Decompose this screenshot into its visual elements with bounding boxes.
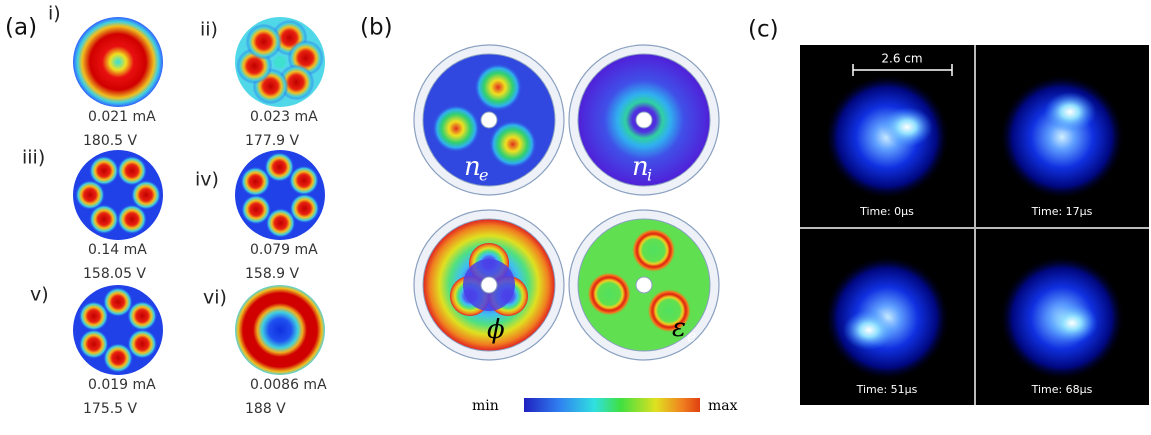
frame-time: Time: 51μs (856, 383, 918, 396)
blob (647, 288, 692, 333)
subscript: i (647, 166, 652, 185)
center-hole (635, 276, 653, 294)
blob (89, 204, 119, 235)
current: 0.14 mA (88, 242, 147, 258)
disk-group (432, 63, 537, 169)
blob (241, 194, 272, 225)
center-hole (480, 111, 498, 129)
panel-label: (b) (360, 15, 393, 41)
panel-label: (a) (5, 15, 37, 41)
mode-label: iv) (195, 169, 219, 191)
blob (117, 204, 147, 235)
blob (78, 329, 109, 360)
symbol: n (464, 152, 481, 182)
disk-group (78, 287, 158, 373)
blob (127, 300, 158, 331)
blob (102, 287, 133, 318)
subscript: e (479, 166, 488, 185)
blob (75, 180, 105, 210)
frame-time: Time: 0μs (859, 205, 914, 218)
colorbar (524, 398, 700, 412)
mode-label: vi) (203, 287, 227, 309)
disk-group (236, 19, 324, 105)
symbol: ϕ (487, 315, 505, 345)
mode-label: i) (48, 3, 61, 25)
frame-time: Time: 17μs (1031, 205, 1093, 218)
blob (89, 155, 119, 186)
plasma-spot (881, 107, 933, 147)
symbol: ε (672, 313, 686, 343)
plasma-spot (1044, 92, 1096, 132)
blob (474, 63, 523, 112)
center-spot (274, 56, 286, 68)
blob (264, 152, 295, 183)
blob (288, 165, 319, 196)
colorbar-min: min (472, 398, 499, 414)
blob (240, 166, 271, 197)
blob (127, 328, 158, 359)
center-hole (480, 276, 498, 294)
mode-label: ii) (200, 19, 218, 41)
plasma-spot (1046, 303, 1098, 343)
blob (488, 120, 537, 169)
mode-label: iii) (22, 147, 45, 169)
mode-map (235, 285, 325, 375)
center-hole (635, 111, 653, 129)
disk-group (75, 155, 161, 235)
mode-map (73, 17, 163, 107)
current: 0.021 mA (88, 109, 156, 125)
voltage: 188 V (245, 401, 286, 417)
blob (289, 193, 320, 224)
blob (117, 155, 147, 186)
plasma-spot (843, 310, 895, 350)
disk-group (240, 152, 320, 238)
blob (131, 180, 161, 210)
current: 0.0086 mA (250, 377, 327, 393)
blob (631, 228, 676, 273)
scale-label: 2.6 cm (881, 52, 922, 66)
blob (587, 272, 632, 317)
blob (103, 342, 134, 373)
voltage: 158.9 V (245, 266, 300, 282)
panel-label: (c) (748, 17, 779, 43)
mode-label: v) (30, 284, 49, 306)
voltage: 177.9 V (245, 133, 300, 149)
voltage: 175.5 V (83, 401, 138, 417)
current: 0.079 mA (250, 242, 318, 258)
current: 0.019 mA (88, 377, 156, 393)
blob (265, 207, 296, 238)
current: 0.023 mA (250, 109, 318, 125)
voltage: 180.5 V (83, 133, 138, 149)
voltage: 158.05 V (83, 266, 146, 282)
frame-time: Time: 68μs (1031, 383, 1093, 396)
colorbar-max: max (708, 398, 738, 414)
disk-group (587, 228, 692, 333)
blob (432, 104, 481, 153)
subscript: e (687, 327, 696, 346)
symbol: n (632, 152, 649, 182)
blob (245, 23, 282, 60)
blob (78, 301, 109, 332)
